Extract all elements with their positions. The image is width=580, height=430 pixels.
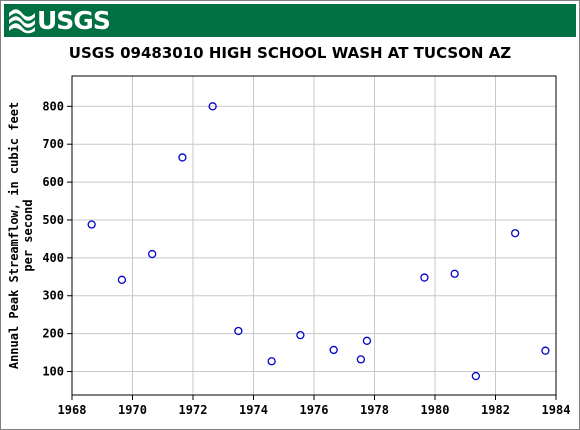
x-tick-label: 1978 (360, 403, 389, 417)
y-tick-label: 100 (42, 365, 64, 379)
chart-title: USGS 09483010 HIGH SCHOOL WASH AT TUCSON… (68, 44, 512, 62)
data-point[interactable] (296, 330, 305, 340)
x-tick-label: 1982 (481, 403, 510, 417)
data-point[interactable] (267, 357, 276, 366)
y-tick-label: 400 (42, 251, 64, 265)
y-tick-label: 200 (42, 327, 64, 341)
y-tick-label: 500 (42, 213, 64, 227)
y-axis-label-line-1: Annual Peak Streamflow, in cubic feet (7, 102, 21, 369)
data-point[interactable] (208, 102, 217, 111)
axis-ticks: 1968 1970 1972 1974 1976 1978 1980 1982 1984 100 2… (42, 99, 570, 417)
usgs-wave-icon (9, 9, 35, 34)
usgs-logo[interactable]: USGS (8, 6, 111, 35)
data-point[interactable] (541, 346, 550, 355)
grid-lines (72, 76, 556, 395)
data-point[interactable] (356, 355, 366, 364)
usgs-banner: USGS (4, 4, 576, 37)
y-tick-label: 300 (42, 289, 64, 303)
y-tick-label: 700 (42, 137, 64, 151)
y-tick-label: 600 (42, 175, 64, 189)
data-point[interactable] (329, 345, 338, 355)
data-points (87, 102, 550, 381)
x-tick-label: 1972 (179, 403, 208, 417)
data-point[interactable] (471, 371, 480, 381)
data-point[interactable] (511, 229, 520, 238)
data-point[interactable] (362, 336, 372, 345)
x-tick-label: 1968 (58, 403, 87, 417)
data-point[interactable] (234, 326, 243, 336)
data-point[interactable] (420, 273, 429, 282)
data-point[interactable] (117, 275, 127, 284)
data-point[interactable] (87, 220, 96, 229)
data-point[interactable] (450, 269, 459, 278)
x-tick-label: 1980 (421, 403, 450, 417)
data-point[interactable] (178, 153, 187, 162)
x-tick-label: 1974 (239, 403, 268, 417)
y-tick-label: 800 (42, 99, 64, 113)
x-tick-label: 1970 (118, 403, 147, 417)
x-tick-label: 1976 (300, 403, 329, 417)
data-point[interactable] (148, 249, 157, 259)
usgs-logo-text: USGS (37, 6, 111, 35)
y-axis-label-line-2: per second (21, 199, 35, 271)
x-tick-label: 1984 (542, 403, 571, 417)
